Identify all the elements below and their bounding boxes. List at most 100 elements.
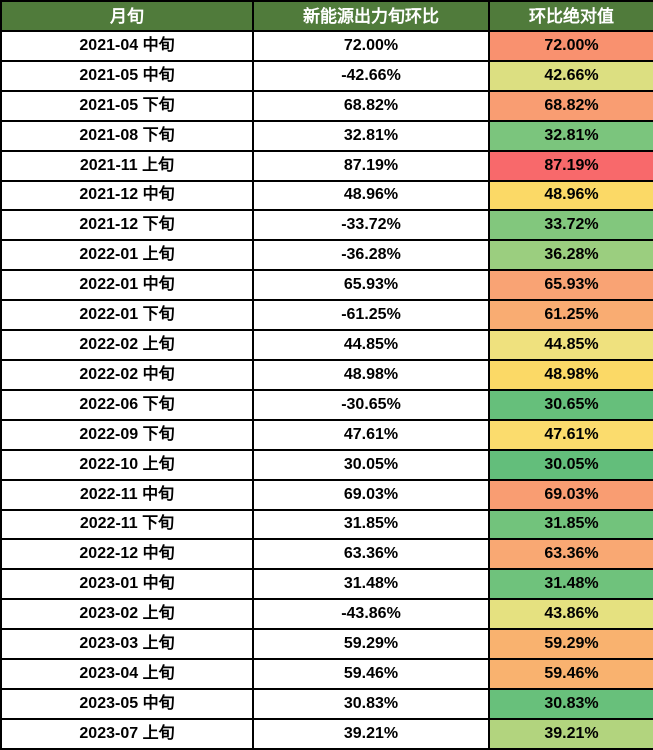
abs-value-cell: 48.98% xyxy=(488,358,653,391)
table-row: 2022-11 中旬 69.03% 69.03% xyxy=(0,478,653,511)
change-cell: 39.21% xyxy=(252,717,490,750)
table-row: 2021-05 下旬 68.82% 68.82% xyxy=(0,89,653,122)
table-row: 2023-02 上旬 -43.86% 43.86% xyxy=(0,598,653,631)
table-row: 2022-10 上旬 30.05% 30.05% xyxy=(0,448,653,481)
table-row: 2022-01 下旬 -61.25% 61.25% xyxy=(0,299,653,332)
change-cell: 30.83% xyxy=(252,687,490,720)
change-cell: 65.93% xyxy=(252,269,490,302)
period-cell: 2022-11 下旬 xyxy=(0,508,254,541)
period-cell: 2021-04 中旬 xyxy=(0,30,254,62)
period-cell: 2022-01 中旬 xyxy=(0,269,254,302)
period-cell: 2023-01 中旬 xyxy=(0,568,254,601)
table-row: 2022-06 下旬 -30.65% 30.65% xyxy=(0,388,653,421)
header-change-pct: 新能源出力旬环比 xyxy=(252,0,490,32)
table-row: 2022-12 中旬 63.36% 63.36% xyxy=(0,538,653,571)
period-cell: 2022-01 下旬 xyxy=(0,299,254,332)
abs-value-cell: 44.85% xyxy=(488,329,653,361)
table-row: 2021-12 中旬 48.96% 48.96% xyxy=(0,179,653,212)
period-cell: 2021-05 中旬 xyxy=(0,59,254,92)
change-cell: 32.81% xyxy=(252,119,490,152)
table-row: 2022-02 上旬 44.85% 44.85% xyxy=(0,329,653,361)
period-cell: 2023-05 中旬 xyxy=(0,687,254,720)
table-row: 2023-01 中旬 31.48% 31.48% xyxy=(0,568,653,601)
table-row: 2023-07 上旬 39.21% 39.21% xyxy=(0,717,653,750)
table-row: 2022-01 上旬 -36.28% 36.28% xyxy=(0,239,653,272)
period-cell: 2023-04 上旬 xyxy=(0,658,254,690)
change-cell: -61.25% xyxy=(252,299,490,332)
abs-value-cell: 65.93% xyxy=(488,269,653,302)
table-row: 2022-02 中旬 48.98% 48.98% xyxy=(0,358,653,391)
change-cell: 44.85% xyxy=(252,329,490,361)
abs-value-cell: 59.29% xyxy=(488,628,653,661)
abs-value-cell: 30.05% xyxy=(488,448,653,481)
abs-value-cell: 30.65% xyxy=(488,388,653,421)
period-cell: 2022-02 中旬 xyxy=(0,358,254,391)
change-cell: 87.19% xyxy=(252,149,490,182)
header-abs-value: 环比绝对值 xyxy=(488,0,653,32)
abs-value-cell: 69.03% xyxy=(488,478,653,511)
abs-value-cell: 68.82% xyxy=(488,89,653,122)
change-cell: 68.82% xyxy=(252,89,490,122)
change-cell: 69.03% xyxy=(252,478,490,511)
change-cell: -43.86% xyxy=(252,598,490,631)
period-cell: 2021-12 下旬 xyxy=(0,209,254,242)
period-cell: 2023-02 上旬 xyxy=(0,598,254,631)
abs-value-cell: 61.25% xyxy=(488,299,653,332)
period-cell: 2022-01 上旬 xyxy=(0,239,254,272)
table-row: 2023-03 上旬 59.29% 59.29% xyxy=(0,628,653,661)
period-cell: 2022-12 中旬 xyxy=(0,538,254,571)
table-body: 2021-04 中旬 72.00% 72.00% 2021-05 中旬 -42.66% 4… xyxy=(0,30,653,750)
change-cell: 31.48% xyxy=(252,568,490,601)
change-cell: 59.29% xyxy=(252,628,490,661)
table-row: 2022-01 中旬 65.93% 65.93% xyxy=(0,269,653,302)
table-row: 2021-11 上旬 87.19% 87.19% xyxy=(0,149,653,182)
period-cell: 2022-09 下旬 xyxy=(0,418,254,451)
table-row: 2021-08 下旬 32.81% 32.81% xyxy=(0,119,653,152)
change-cell: -30.65% xyxy=(252,388,490,421)
change-cell: 31.85% xyxy=(252,508,490,541)
period-cell: 2021-11 上旬 xyxy=(0,149,254,182)
change-cell: 48.96% xyxy=(252,179,490,212)
abs-value-cell: 72.00% xyxy=(488,30,653,62)
table-row: 2021-04 中旬 72.00% 72.00% xyxy=(0,30,653,62)
abs-value-cell: 36.28% xyxy=(488,239,653,272)
change-cell: 48.98% xyxy=(252,358,490,391)
period-cell: 2022-06 下旬 xyxy=(0,388,254,421)
period-cell: 2023-03 上旬 xyxy=(0,628,254,661)
period-cell: 2021-08 下旬 xyxy=(0,119,254,152)
abs-value-cell: 87.19% xyxy=(488,149,653,182)
abs-value-cell: 59.46% xyxy=(488,658,653,690)
change-cell: 72.00% xyxy=(252,30,490,62)
abs-value-cell: 42.66% xyxy=(488,59,653,92)
change-cell: 47.61% xyxy=(252,418,490,451)
header-row: 月旬 新能源出力旬环比 环比绝对值 xyxy=(0,0,653,32)
abs-value-cell: 31.48% xyxy=(488,568,653,601)
abs-value-cell: 47.61% xyxy=(488,418,653,451)
change-cell: 30.05% xyxy=(252,448,490,481)
period-cell: 2022-11 中旬 xyxy=(0,478,254,511)
abs-value-cell: 63.36% xyxy=(488,538,653,571)
table-row: 2021-12 下旬 -33.72% 33.72% xyxy=(0,209,653,242)
change-cell: -36.28% xyxy=(252,239,490,272)
abs-value-cell: 33.72% xyxy=(488,209,653,242)
abs-value-cell: 48.96% xyxy=(488,179,653,212)
change-cell: 59.46% xyxy=(252,658,490,690)
period-cell: 2022-10 上旬 xyxy=(0,448,254,481)
period-cell: 2021-05 下旬 xyxy=(0,89,254,122)
change-cell: -42.66% xyxy=(252,59,490,92)
period-cell: 2021-12 中旬 xyxy=(0,179,254,212)
abs-value-cell: 32.81% xyxy=(488,119,653,152)
header-month-period: 月旬 xyxy=(0,0,254,32)
abs-value-cell: 30.83% xyxy=(488,687,653,720)
table-row: 2023-05 中旬 30.83% 30.83% xyxy=(0,687,653,720)
abs-value-cell: 43.86% xyxy=(488,598,653,631)
abs-value-cell: 39.21% xyxy=(488,717,653,750)
change-cell: 63.36% xyxy=(252,538,490,571)
abs-value-cell: 31.85% xyxy=(488,508,653,541)
table-row: 2021-05 中旬 -42.66% 42.66% xyxy=(0,59,653,92)
table-row: 2022-11 下旬 31.85% 31.85% xyxy=(0,508,653,541)
period-cell: 2022-02 上旬 xyxy=(0,329,254,361)
period-cell: 2023-07 上旬 xyxy=(0,717,254,750)
